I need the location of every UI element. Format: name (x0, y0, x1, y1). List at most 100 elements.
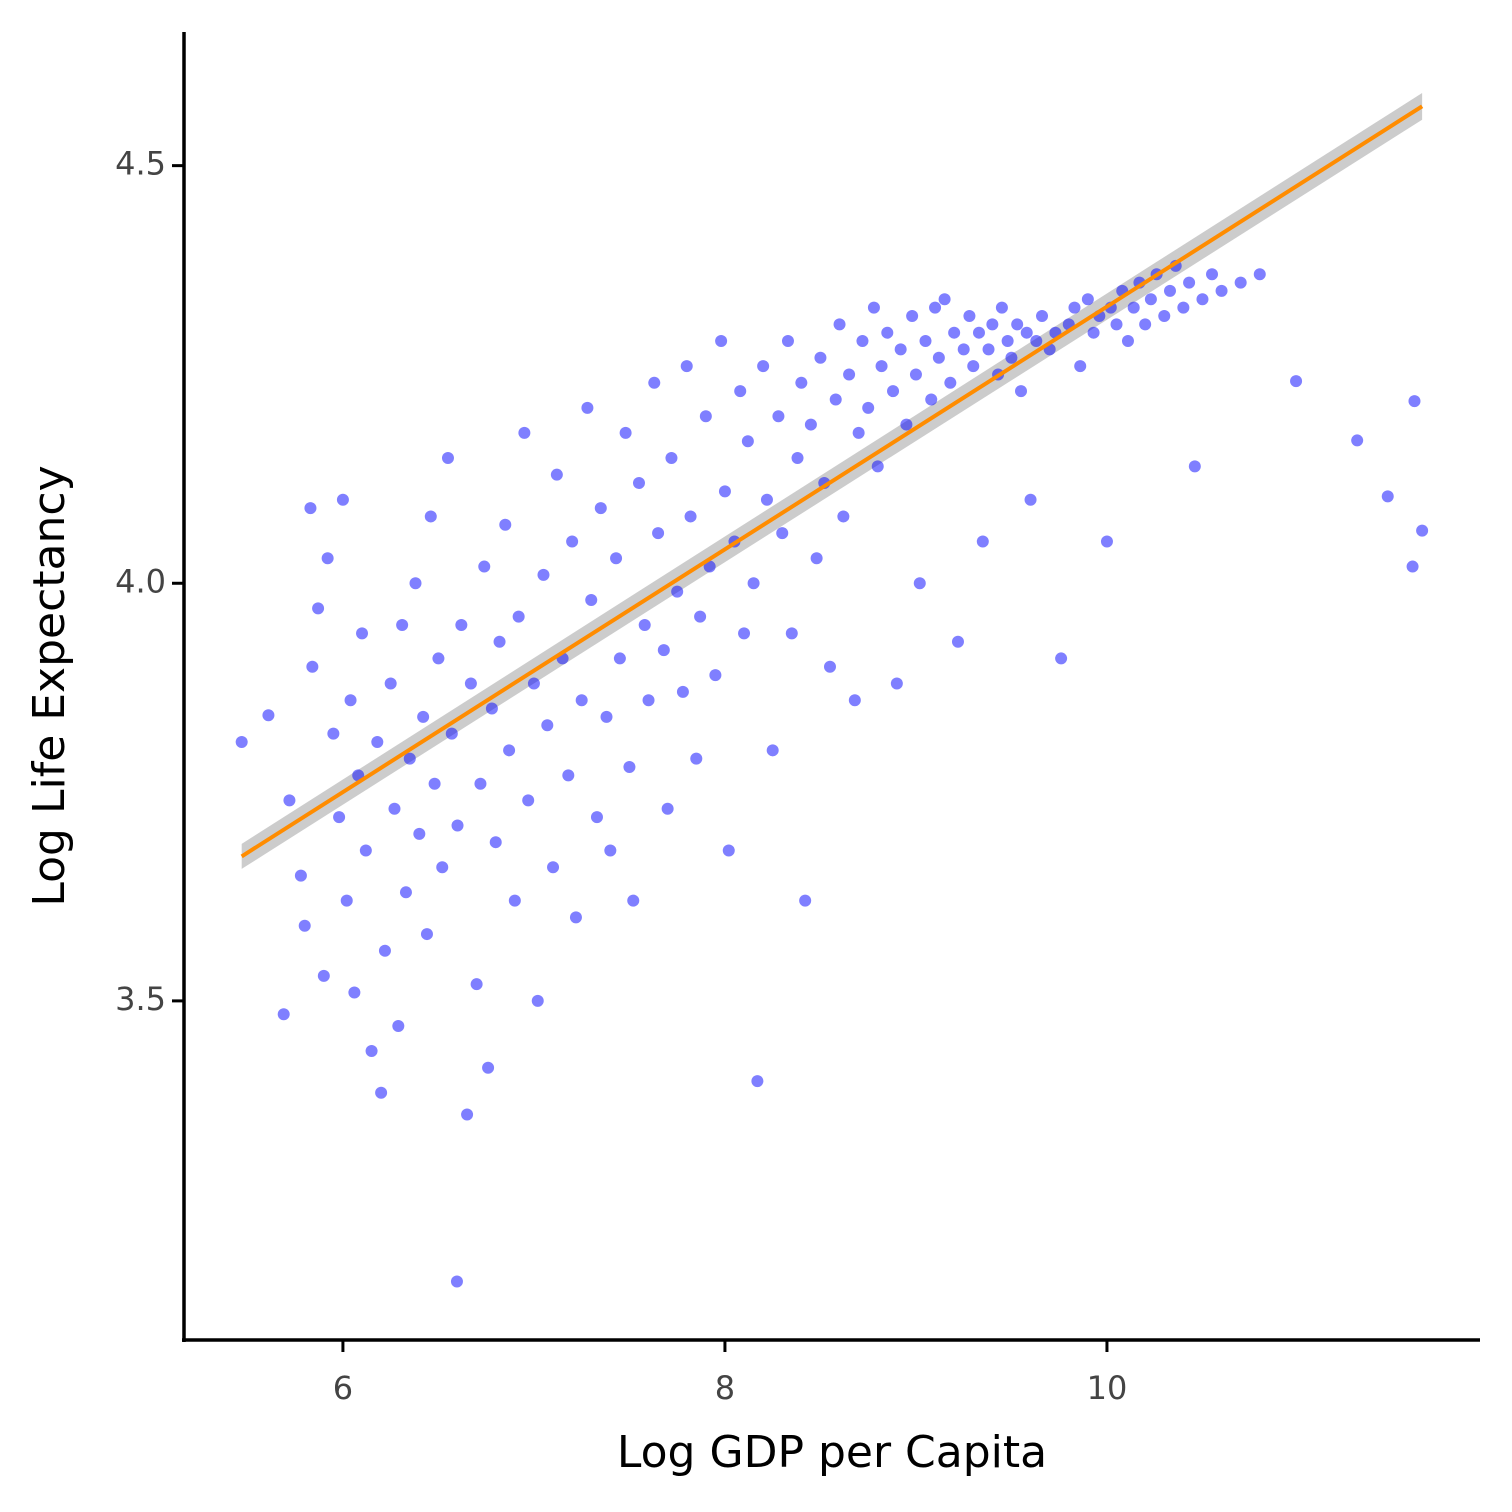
point (881, 326, 894, 339)
point (932, 351, 945, 364)
point (751, 1075, 764, 1088)
point (464, 677, 477, 690)
point (562, 769, 575, 782)
point (760, 493, 773, 506)
point (413, 827, 426, 840)
point (235, 735, 248, 748)
point (862, 401, 875, 414)
point (482, 1061, 495, 1074)
point (1188, 460, 1201, 473)
point (399, 886, 412, 899)
point (887, 385, 900, 398)
point (848, 694, 861, 707)
point (294, 869, 307, 882)
point (776, 527, 789, 540)
point (585, 593, 598, 606)
point (913, 577, 926, 590)
point (304, 502, 317, 515)
point (493, 635, 506, 648)
point (474, 777, 487, 790)
point (1087, 326, 1100, 339)
point (699, 410, 712, 423)
point (409, 577, 422, 590)
point (428, 777, 441, 790)
point (757, 360, 770, 373)
point (312, 602, 325, 615)
point (1381, 490, 1394, 503)
point (619, 426, 632, 439)
point (671, 585, 684, 598)
point (455, 619, 468, 632)
point (747, 577, 760, 590)
point (450, 1275, 463, 1288)
point (436, 861, 449, 874)
point (741, 435, 754, 448)
point (298, 919, 311, 932)
x-axis-title: Log GDP per Capita (617, 1427, 1047, 1478)
point (277, 1008, 290, 1021)
point (613, 652, 626, 665)
point (1158, 309, 1171, 322)
point (403, 752, 416, 765)
point (690, 752, 703, 765)
point (478, 560, 491, 573)
point (610, 552, 623, 565)
point (632, 477, 645, 490)
point (944, 376, 957, 389)
point (909, 368, 922, 381)
point (499, 518, 512, 531)
point (894, 343, 907, 356)
point (814, 351, 827, 364)
x-tick-label: 6 (333, 1369, 353, 1407)
point (541, 719, 554, 732)
point (327, 727, 340, 740)
point (738, 627, 751, 640)
y-tick-label: 4.5 (115, 145, 166, 183)
point (512, 610, 525, 623)
point (823, 660, 836, 673)
point (375, 1086, 388, 1099)
point (810, 552, 823, 565)
point (718, 485, 731, 498)
point (1020, 326, 1033, 339)
point (600, 710, 613, 723)
point (424, 510, 437, 523)
point (900, 418, 913, 431)
point (1005, 351, 1018, 364)
point (1163, 284, 1176, 297)
point (657, 644, 670, 657)
point (1030, 335, 1043, 348)
point (1144, 293, 1157, 306)
point (875, 360, 888, 373)
point (722, 844, 735, 857)
point (1011, 318, 1024, 331)
point (522, 794, 535, 807)
point (1055, 652, 1068, 665)
point (1110, 318, 1123, 331)
point (340, 894, 353, 907)
point (396, 619, 409, 632)
point (262, 709, 275, 722)
point (321, 552, 334, 565)
point (799, 894, 812, 907)
point (420, 928, 433, 941)
point (925, 393, 938, 406)
point (371, 735, 384, 748)
point (665, 451, 678, 464)
point (470, 978, 483, 991)
point (642, 694, 655, 707)
point (906, 309, 919, 322)
point (581, 401, 594, 414)
y-axis-title: Log Life Expectancy (24, 465, 75, 906)
point (1416, 524, 1429, 537)
point (333, 811, 346, 824)
point (1408, 395, 1421, 408)
point (1139, 318, 1152, 331)
point (451, 819, 464, 832)
point (1100, 535, 1113, 548)
point (508, 894, 521, 907)
point (1068, 301, 1081, 314)
point (547, 861, 560, 874)
